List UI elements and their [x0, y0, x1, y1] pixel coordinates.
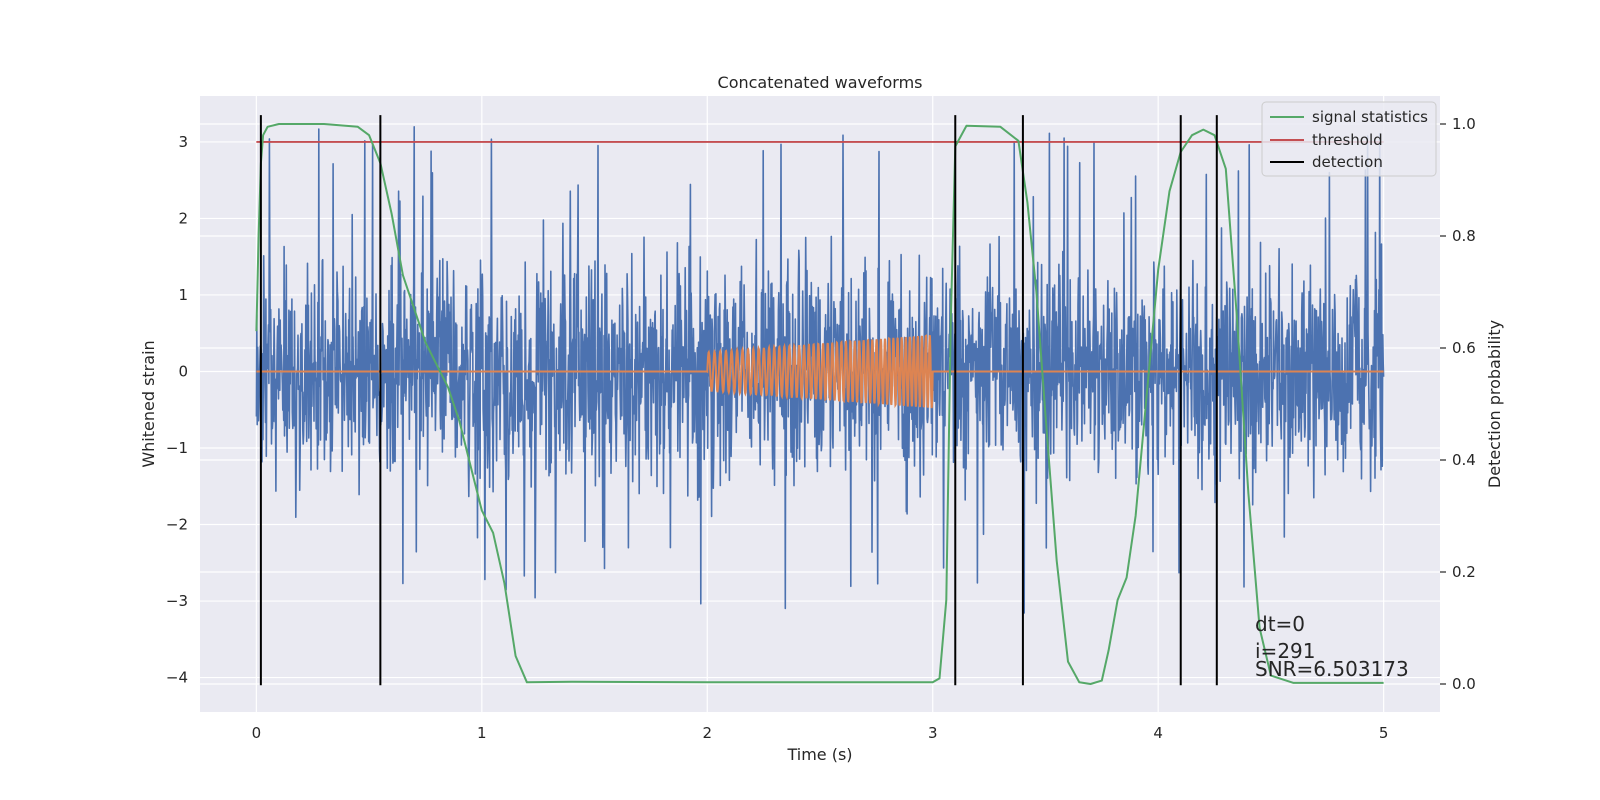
legend-box — [1261, 101, 1437, 177]
y-tick-label: 1 — [178, 286, 188, 304]
x-tick-label: 0 — [252, 724, 262, 742]
detection-series — [259, 115, 1218, 686]
x-tick-label: 5 — [1379, 724, 1389, 742]
y-tick-label: −4 — [166, 669, 188, 687]
y-axis-label: Whitened strain — [139, 340, 158, 467]
strain-series — [255, 126, 1385, 614]
x-tick-label: 3 — [928, 724, 938, 742]
y-tick-label: −3 — [166, 592, 188, 610]
y-tick-label: −2 — [166, 516, 188, 534]
x-axis-ticks: 0 1 2 3 4 5 — [252, 724, 1389, 742]
strain-line — [255, 126, 1385, 614]
annotation-index: i=291 — [1255, 639, 1316, 663]
y-tick-label: 0 — [178, 362, 188, 380]
right-y-tick-label: 1.0 — [1452, 115, 1476, 133]
chart-title: Concatenated waveforms — [718, 73, 923, 92]
y-tick-label: 2 — [178, 209, 188, 227]
annotation-snr: SNR=6.503173 — [1255, 657, 1409, 681]
annotation-dt: dt=0 — [1255, 612, 1305, 636]
right-y-tick-label: 0.6 — [1452, 339, 1476, 357]
right-y-axis-label: Detection probability — [1485, 320, 1504, 488]
legend-label-threshold: threshold — [1312, 131, 1383, 149]
legend: signal statistics threshold detection — [1261, 101, 1437, 177]
x-tick-label: 4 — [1153, 724, 1163, 742]
right-y-tick-label: 0.0 — [1452, 675, 1476, 693]
x-tick-label: 1 — [477, 724, 487, 742]
y-axis-ticks: 3 2 1 0 −1 −2 −3 −4 — [166, 133, 188, 687]
legend-label-signal-statistics: signal statistics — [1312, 108, 1428, 126]
legend-label-detection: detection — [1312, 153, 1383, 171]
x-axis-label: Time (s) — [786, 745, 852, 764]
template-line — [256, 334, 1384, 409]
right-y-tick-label: 0.8 — [1452, 227, 1476, 245]
y-tick-label: 3 — [178, 133, 188, 151]
x-tick-label: 2 — [702, 724, 712, 742]
right-y-axis-ticks: 1.0 0.8 0.6 0.4 0.2 0.0 — [1440, 115, 1476, 693]
template-series — [256, 334, 1384, 409]
y-tick-label: −1 — [166, 439, 188, 457]
right-y-tick-label: 0.2 — [1452, 563, 1476, 581]
right-y-tick-label: 0.4 — [1452, 451, 1476, 469]
